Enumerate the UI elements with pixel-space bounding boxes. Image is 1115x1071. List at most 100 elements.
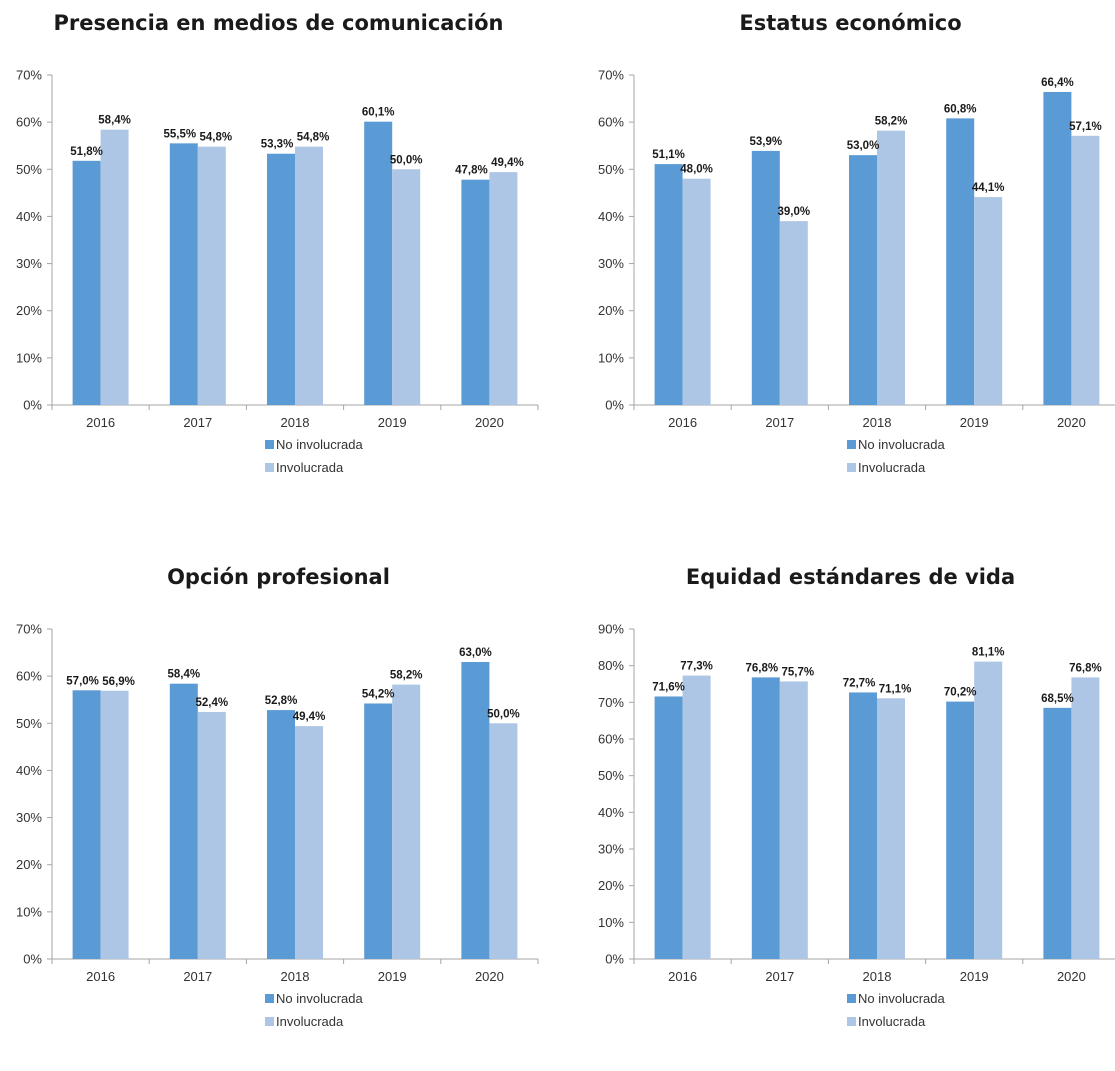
y-tick-label: 30%: [598, 256, 624, 271]
bar-no-involucrada: [461, 179, 490, 405]
legend-swatch: [265, 994, 274, 1003]
y-tick-label: 30%: [16, 810, 42, 825]
bar-involucrada: [489, 723, 518, 959]
data-label: 81,1%: [972, 647, 1005, 659]
x-tick-label: 2018: [863, 969, 892, 984]
data-label: 44,1%: [972, 182, 1005, 194]
bar-involucrada: [489, 172, 518, 405]
bar-no-involucrada: [169, 683, 198, 959]
data-label: 60,1%: [362, 107, 395, 119]
y-tick-label: 60%: [16, 115, 42, 130]
legend-swatch: [847, 463, 856, 472]
data-label: 51,8%: [70, 146, 103, 158]
x-tick-label: 2017: [183, 415, 212, 430]
bar-involucrada: [100, 690, 129, 959]
bar-involucrada: [1071, 677, 1100, 959]
y-tick-label: 70%: [598, 68, 624, 83]
bar-no-involucrada: [461, 662, 490, 959]
y-tick-label: 50%: [16, 162, 42, 177]
bar-no-involucrada: [849, 692, 877, 959]
data-label: 58,4%: [98, 115, 131, 127]
y-tick-label: 50%: [598, 162, 624, 177]
y-tick-label: 40%: [598, 805, 624, 820]
y-tick-label: 60%: [16, 669, 42, 684]
x-tick-label: 2018: [863, 415, 892, 430]
data-label: 57,1%: [1069, 121, 1102, 133]
legend-swatch: [847, 994, 856, 1003]
y-tick-label: 90%: [598, 622, 624, 637]
data-label: 66,4%: [1041, 77, 1074, 89]
chart-title: Equidad estándares de vida: [686, 565, 1015, 589]
bar-involucrada: [392, 684, 421, 959]
legend-label: No involucrada: [276, 991, 363, 1006]
chart-medios: Presencia en medios de comunicación 0% 10%…: [16, 11, 539, 475]
data-label: 77,3%: [680, 661, 713, 673]
y-tick-label: 20%: [598, 878, 624, 893]
data-label: 47,8%: [455, 165, 488, 177]
x-tick-label: 2020: [1057, 415, 1086, 430]
data-label: 53,3%: [261, 139, 294, 151]
y-tick-label: 70%: [16, 68, 42, 83]
legend-swatch: [847, 440, 856, 449]
x-tick-label: 2019: [378, 969, 407, 984]
x-tick-label: 2016: [668, 415, 697, 430]
y-tick-label: 0%: [605, 398, 624, 413]
bar-no-involucrada: [1043, 91, 1072, 405]
data-label: 50,0%: [390, 154, 423, 166]
data-label: 68,5%: [1041, 693, 1074, 705]
legend-label: Involucrada: [858, 1014, 926, 1029]
data-label: 50,0%: [487, 708, 520, 720]
chart-panel-equidad: Equidad estándares de vida 0% 10% 20% 30% 40%…: [582, 554, 1115, 1071]
y-tick-label: 50%: [16, 716, 42, 731]
x-tick-label: 2018: [281, 415, 310, 430]
bar-no-involucrada: [1043, 707, 1072, 959]
chart-title: Estatus económico: [739, 11, 961, 35]
y-tick-label: 40%: [598, 209, 624, 224]
bar-no-involucrada: [946, 118, 975, 405]
data-label: 49,4%: [491, 157, 524, 169]
chart-title: Opción profesional: [167, 565, 390, 589]
data-label: 76,8%: [1069, 662, 1102, 674]
bar-involucrada: [779, 681, 808, 959]
data-label: 58,2%: [875, 116, 908, 128]
bar-no-involucrada: [267, 153, 295, 405]
x-tick-label: 2017: [765, 415, 794, 430]
x-tick-label: 2019: [378, 415, 407, 430]
bar-involucrada: [100, 129, 129, 405]
x-tick-label: 2019: [960, 969, 989, 984]
x-tick-label: 2018: [281, 969, 310, 984]
y-tick-label: 10%: [598, 350, 624, 365]
data-label: 60,8%: [944, 103, 977, 115]
data-label: 53,9%: [749, 136, 782, 148]
y-tick-label: 10%: [16, 350, 42, 365]
legend-swatch: [265, 463, 274, 472]
bar-involucrada: [392, 169, 421, 405]
bar-involucrada: [877, 698, 905, 959]
bar-involucrada: [682, 675, 711, 959]
legend-label: Involucrada: [858, 460, 926, 475]
bar-involucrada: [974, 661, 1003, 959]
bar-involucrada: [877, 130, 905, 405]
y-tick-label: 0%: [23, 952, 42, 967]
bar-involucrada: [974, 197, 1003, 405]
legend-swatch: [847, 1017, 856, 1026]
legend-label: Involucrada: [276, 460, 344, 475]
data-label: 52,8%: [265, 695, 298, 707]
data-label: 55,5%: [163, 128, 196, 140]
chart-panel-opcion: Opción profesional 0% 10% 20% 30% 40% 50% 60% 70…: [0, 554, 557, 1071]
data-label: 52,4%: [195, 697, 228, 709]
y-tick-label: 10%: [16, 904, 42, 919]
x-tick-label: 2016: [86, 415, 115, 430]
y-tick-label: 20%: [16, 857, 42, 872]
y-tick-label: 30%: [16, 256, 42, 271]
bar-no-involucrada: [72, 160, 101, 405]
data-label: 39,0%: [777, 206, 810, 218]
y-tick-label: 40%: [16, 763, 42, 778]
x-tick-label: 2017: [183, 969, 212, 984]
y-tick-label: 20%: [16, 303, 42, 318]
bar-no-involucrada: [169, 143, 198, 405]
data-label: 51,1%: [652, 149, 685, 161]
bar-involucrada: [295, 146, 323, 405]
data-label: 49,4%: [293, 711, 326, 723]
y-tick-label: 60%: [598, 115, 624, 130]
